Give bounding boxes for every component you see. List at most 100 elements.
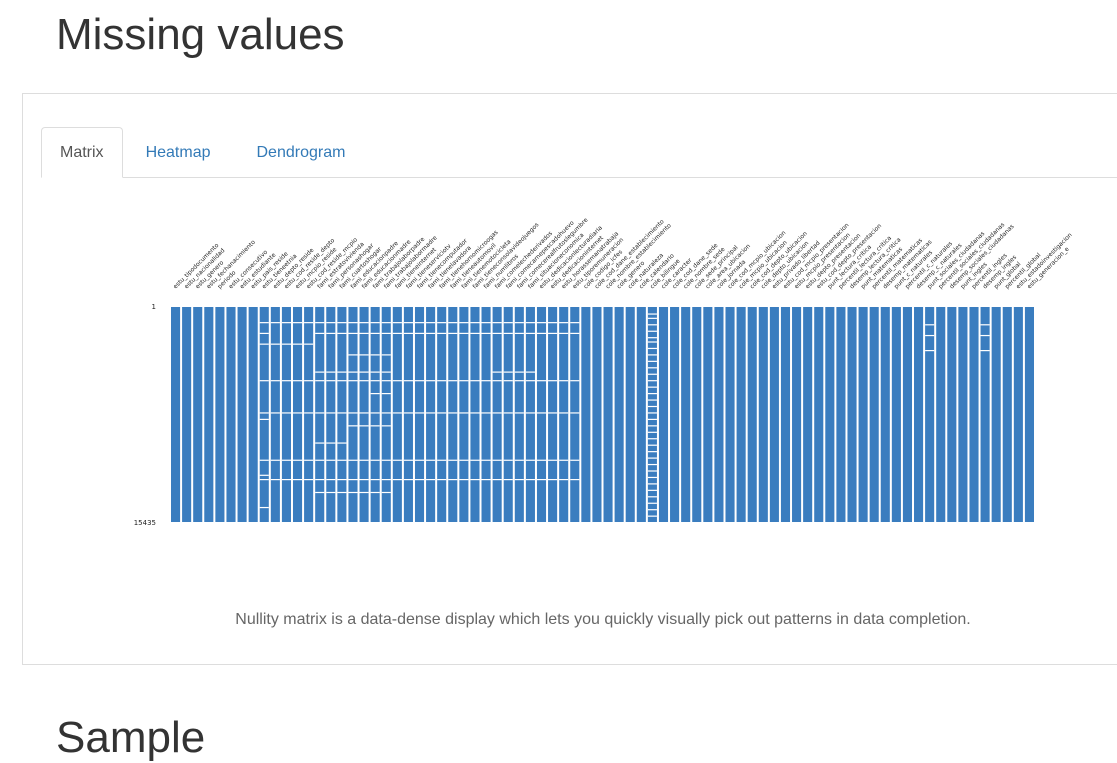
matrix-missing-mark xyxy=(414,380,425,382)
matrix-missing-mark xyxy=(481,412,491,414)
matrix-missing-mark xyxy=(525,332,535,334)
matrix-missing-mark xyxy=(359,322,369,324)
matrix-column-bar xyxy=(326,307,336,522)
matrix-missing-mark xyxy=(348,354,358,356)
matrix-column-bar xyxy=(969,307,979,522)
matrix-missing-mark xyxy=(536,459,547,461)
matrix-missing-mark xyxy=(647,418,657,420)
matrix-missing-mark xyxy=(548,479,558,481)
matrix-missing-mark xyxy=(548,412,558,414)
tab-heatmap[interactable]: Heatmap xyxy=(145,144,211,161)
matrix-column-bar xyxy=(348,307,358,522)
matrix-missing-mark xyxy=(370,332,380,334)
matrix-column-bar xyxy=(925,307,935,522)
matrix-missing-mark xyxy=(426,459,436,461)
matrix-missing-mark xyxy=(315,322,325,324)
matrix-missing-mark xyxy=(348,332,358,334)
matrix-missing-mark xyxy=(492,479,502,481)
matrix-missing-mark xyxy=(259,412,269,414)
matrix-missing-mark xyxy=(647,489,657,491)
matrix-missing-mark xyxy=(414,479,425,481)
matrix-missing-mark xyxy=(381,332,391,334)
matrix-missing-mark xyxy=(392,459,402,461)
matrix-missing-mark xyxy=(570,322,580,324)
row-label-last: 15435 xyxy=(134,519,156,527)
matrix-missing-mark xyxy=(559,479,569,481)
matrix-column-bar xyxy=(980,307,990,522)
matrix-missing-mark xyxy=(392,380,402,382)
matrix-missing-mark xyxy=(470,322,480,324)
matrix-missing-mark xyxy=(492,322,502,324)
matrix-column-bar xyxy=(281,307,291,522)
matrix-missing-mark xyxy=(570,332,580,334)
matrix-missing-mark xyxy=(647,354,657,356)
matrix-missing-mark xyxy=(470,459,480,461)
matrix-column-bar xyxy=(171,307,181,522)
matrix-missing-mark xyxy=(514,322,524,324)
matrix-missing-mark xyxy=(326,442,336,444)
matrix-column-bar xyxy=(570,307,580,522)
matrix-missing-mark xyxy=(647,444,657,446)
matrix-column-bar xyxy=(559,307,569,522)
matrix-missing-mark xyxy=(925,334,935,337)
matrix-missing-mark xyxy=(647,470,657,472)
matrix-missing-mark xyxy=(503,412,513,414)
matrix-missing-mark xyxy=(259,322,269,324)
matrix-missing-mark xyxy=(348,371,358,373)
matrix-missing-mark xyxy=(392,332,402,334)
matrix-column-bar xyxy=(736,307,746,522)
matrix-column-bar xyxy=(625,307,635,522)
matrix-missing-mark xyxy=(381,371,391,373)
matrix-column-bar xyxy=(902,307,913,522)
matrix-missing-mark xyxy=(259,474,269,476)
matrix-missing-mark xyxy=(459,412,469,414)
matrix-missing-mark xyxy=(348,412,358,414)
matrix-missing-mark xyxy=(337,332,347,334)
matrix-missing-mark xyxy=(647,476,657,479)
matrix-column-bar xyxy=(226,307,236,522)
matrix-missing-mark xyxy=(281,380,291,382)
matrix-missing-mark xyxy=(492,380,502,382)
tab-matrix[interactable]: Matrix xyxy=(41,127,123,178)
matrix-missing-mark xyxy=(292,412,303,414)
matrix-missing-mark xyxy=(259,479,269,481)
matrix-column-bar xyxy=(525,307,535,522)
matrix-column-bar xyxy=(803,307,813,522)
matrix-missing-mark xyxy=(370,354,380,356)
matrix-missing-mark xyxy=(647,483,657,485)
matrix-missing-mark xyxy=(647,373,657,375)
matrix-column-bar xyxy=(370,307,380,522)
matrix-missing-mark xyxy=(481,380,491,382)
matrix-missing-mark xyxy=(570,459,580,461)
matrix-column-bar xyxy=(947,307,957,522)
tab-dendrogram[interactable]: Dendrogram xyxy=(256,144,346,161)
matrix-missing-mark xyxy=(292,479,303,481)
matrix-missing-mark xyxy=(414,322,425,324)
matrix-missing-mark xyxy=(448,332,458,334)
matrix-column-bar xyxy=(470,307,480,522)
matrix-missing-mark xyxy=(647,463,657,466)
matrix-column-bar xyxy=(359,307,369,522)
matrix-missing-mark xyxy=(647,341,657,343)
matrix-missing-mark xyxy=(459,332,469,334)
matrix-missing-mark xyxy=(326,322,336,324)
matrix-missing-mark xyxy=(570,412,580,414)
matrix-missing-mark xyxy=(459,479,469,481)
matrix-missing-mark xyxy=(348,491,358,494)
matrix-missing-mark xyxy=(536,380,547,382)
matrix-missing-mark xyxy=(426,322,436,324)
matrix-column-bar xyxy=(426,307,436,522)
matrix-column-bar xyxy=(703,307,713,522)
row-label-first: 1 xyxy=(152,303,156,311)
matrix-missing-mark xyxy=(525,479,535,481)
matrix-missing-mark xyxy=(292,322,303,324)
section-title-sample: Sample xyxy=(56,713,206,762)
matrix-column-bar xyxy=(414,307,425,522)
matrix-column-bar xyxy=(248,307,258,522)
matrix-missing-mark xyxy=(381,393,391,395)
matrix-missing-mark xyxy=(281,412,291,414)
matrix-missing-mark xyxy=(326,412,336,414)
matrix-missing-mark xyxy=(370,322,380,324)
matrix-missing-mark xyxy=(559,412,569,414)
matrix-missing-mark xyxy=(392,412,402,414)
